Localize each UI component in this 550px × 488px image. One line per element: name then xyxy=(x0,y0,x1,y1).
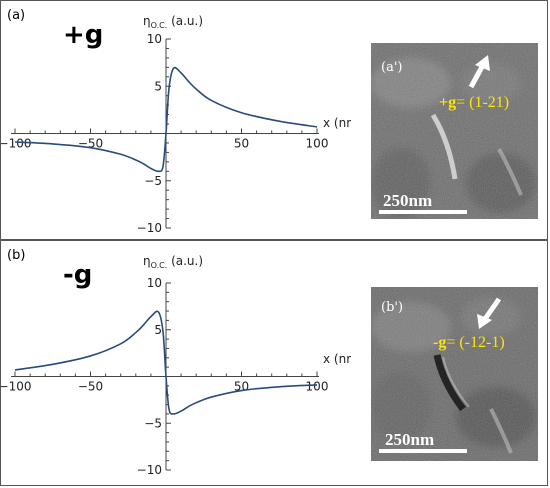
scalebar-label: 250nm xyxy=(385,430,434,449)
scalebar xyxy=(379,449,467,453)
y-tick-label: −5 xyxy=(144,416,162,430)
panel-label: (b) xyxy=(7,248,25,263)
figure-panel-b: (b) -g ηO.C. (a.u.) −100 −50 50 100 10 5 −5 −10… xyxy=(0,240,548,486)
dislocation-line xyxy=(433,354,466,412)
scalebar xyxy=(379,210,467,214)
figure-panel-a: (a) +g ηO.C. (a.u.) −100 −50 50 100 10 5 −5 −10… xyxy=(0,0,548,240)
x-axis-label: x (nm) xyxy=(323,116,351,130)
g-sign-label: +g xyxy=(63,20,103,50)
data-curve xyxy=(14,310,318,415)
scalebar-label: 250nm xyxy=(383,191,432,210)
g-vector-arrow xyxy=(468,55,490,89)
x-tick-label: −50 xyxy=(78,380,103,394)
data-curve xyxy=(14,66,318,173)
y-tick-label: −10 xyxy=(137,221,162,235)
g-vector-label: -g= (-12-1) xyxy=(433,334,505,351)
x-tick-label: −100 xyxy=(1,380,31,394)
x-tick-label: −100 xyxy=(1,137,31,151)
y-axis-label: ηO.C. (a.u.) xyxy=(143,14,203,30)
y-tick-label: 5 xyxy=(154,79,162,93)
g-sign-label: -g xyxy=(63,260,92,290)
x-tick-label: 50 xyxy=(234,137,249,151)
y-tick-label: 10 xyxy=(147,276,162,290)
plot-b: (b) -g ηO.C. (a.u.) −100 −50 50 100105−5−10… xyxy=(1,248,351,477)
y-tick-label: 10 xyxy=(147,32,162,46)
x-tick-label: 100 xyxy=(306,137,329,151)
y-tick-label: 5 xyxy=(154,323,162,337)
g-vector-arrow xyxy=(477,297,502,329)
y-tick-label: −5 xyxy=(144,174,162,188)
y-axis-label: ηO.C. (a.u.) xyxy=(143,254,203,270)
x-axis-label: x (nm) xyxy=(323,352,351,366)
axes xyxy=(11,282,319,471)
micrograph-a: (a') +g= (1-21) 250nm xyxy=(371,43,538,219)
dislocation-line xyxy=(430,113,458,180)
axes xyxy=(11,38,319,229)
micrograph-label: (a') xyxy=(381,60,402,75)
panel-label: (a) xyxy=(7,8,25,23)
micrograph-b: (b') -g= (-12-1) 250nm xyxy=(371,287,538,461)
plot-a: (a) +g ηO.C. (a.u.) −100 −50 50 100105−5−10… xyxy=(1,8,351,235)
x-tick-label: 100 xyxy=(306,380,329,394)
y-tick-label: −10 xyxy=(137,463,162,477)
micrograph-label: (b') xyxy=(381,300,403,315)
g-vector-label: +g= (1-21) xyxy=(439,94,509,111)
